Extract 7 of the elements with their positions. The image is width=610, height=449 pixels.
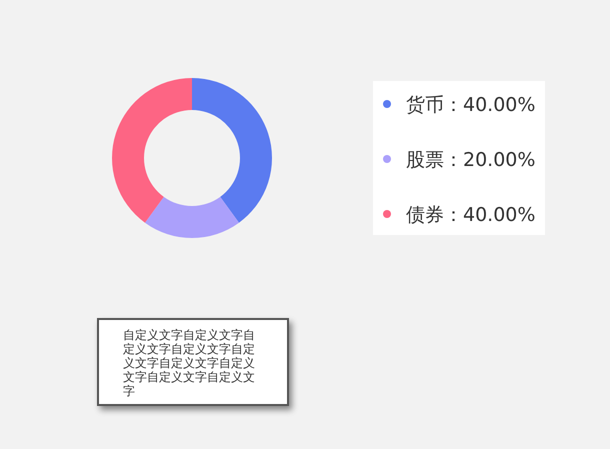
legend-label: 债券：40.00% xyxy=(406,204,536,226)
donut-slice xyxy=(144,196,240,238)
legend-label: 股票：20.00% xyxy=(406,149,536,171)
legend-label: 货币：40.00% xyxy=(406,94,536,116)
donut-slice xyxy=(112,78,192,223)
text: 自定义文字自定义文字自定义文字自定义文字自定义文字自定义文字自定义文字自定义文字自定义文字 xyxy=(97,318,289,406)
donut-slice xyxy=(192,78,272,223)
